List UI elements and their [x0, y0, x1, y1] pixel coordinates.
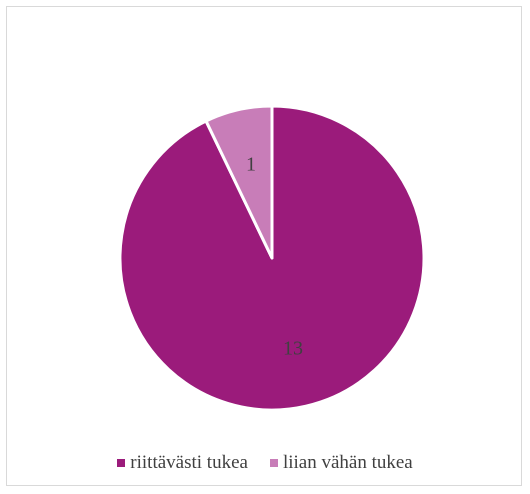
legend-swatch-liian-vahan — [269, 459, 278, 467]
legend-item-riittavasti: riittävästi tukea — [117, 452, 248, 474]
legend: riittävästi tukea liian vähän tukea — [0, 452, 530, 474]
data-label-liian-vahan: 1 — [246, 154, 256, 176]
legend-swatch-riittavasti — [117, 459, 126, 467]
data-label-riittavasti: 13 — [283, 337, 303, 359]
legend-label-liian-vahan: liian vähän tukea — [282, 452, 413, 473]
legend-item-liian-vahan: liian vähän tukea — [269, 452, 413, 474]
pie-slice-liian-vahan — [204, 104, 274, 260]
legend-label-riittavasti: riittävästi tukea — [130, 452, 248, 473]
